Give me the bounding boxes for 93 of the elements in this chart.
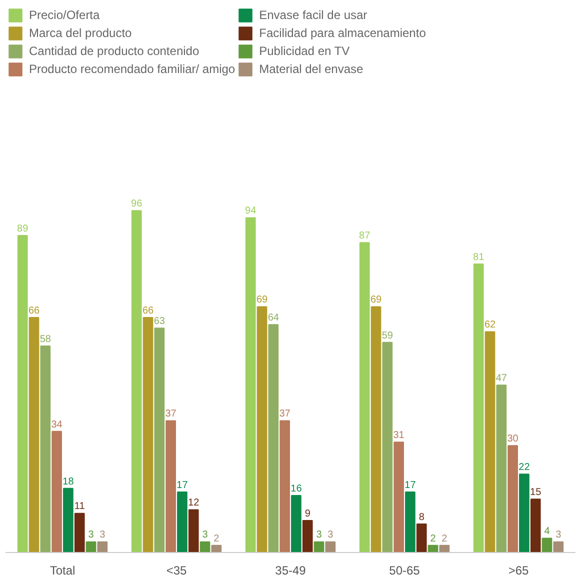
legend-label: Marca del producto — [29, 26, 132, 40]
bar — [154, 328, 165, 552]
bar — [97, 541, 108, 552]
bar — [211, 544, 222, 552]
bar — [177, 491, 188, 552]
bar — [473, 264, 484, 552]
data-label: 3 — [100, 530, 106, 541]
x-tick-label: <35 — [166, 564, 188, 578]
bar — [52, 430, 62, 552]
data-label: 3 — [88, 530, 94, 541]
bar — [256, 306, 268, 552]
bar — [280, 420, 290, 552]
bar — [553, 541, 564, 552]
bar — [405, 491, 416, 552]
data-label: 34 — [51, 419, 63, 430]
data-label: 66 — [142, 305, 154, 316]
bar — [74, 512, 85, 552]
x-tick-label: 35-49 — [275, 564, 306, 578]
bar — [17, 235, 28, 552]
data-label: 18 — [62, 476, 74, 488]
legend-label: Precio/Oferta — [29, 8, 100, 22]
data-label: 8 — [418, 512, 425, 523]
data-label: 94 — [245, 206, 257, 217]
bar — [166, 420, 176, 552]
data-label: 37 — [165, 408, 177, 420]
bar — [394, 442, 404, 552]
data-label: 2 — [430, 533, 436, 544]
data-label: 47 — [496, 373, 508, 384]
data-label: 16 — [290, 483, 302, 494]
bar — [484, 331, 496, 552]
data-label: 59 — [382, 330, 394, 342]
data-label: 3 — [328, 530, 334, 541]
data-label: 4 — [544, 526, 550, 538]
legend-label: Material del envase — [259, 62, 364, 76]
bar — [63, 488, 74, 552]
data-label: 17 — [176, 480, 188, 491]
bar — [302, 520, 313, 552]
data-label: 89 — [17, 223, 29, 234]
bar — [200, 541, 210, 552]
legend-label: Envase facil de usar — [259, 8, 368, 22]
data-label: 12 — [188, 498, 200, 509]
data-label: 3 — [202, 530, 208, 541]
bar — [496, 384, 507, 552]
data-label: 64 — [268, 312, 280, 324]
x-tick-label: Total — [50, 564, 76, 578]
bar — [542, 538, 552, 552]
data-label: 66 — [28, 305, 40, 316]
data-label: 87 — [359, 230, 371, 242]
data-label: 15 — [530, 486, 542, 498]
data-label: 58 — [40, 334, 52, 345]
data-label: 9 — [304, 508, 311, 520]
data-label: 2 — [214, 533, 220, 544]
bar — [28, 316, 40, 552]
bar — [245, 217, 256, 552]
data-label: 17 — [404, 480, 416, 491]
bar — [325, 541, 336, 552]
bar — [439, 544, 450, 552]
data-label: 3 — [556, 530, 562, 541]
bar — [428, 544, 438, 552]
bar — [142, 316, 154, 552]
data-label: 62 — [484, 320, 496, 331]
bar — [131, 210, 142, 552]
bar — [519, 474, 530, 552]
data-label: 22 — [518, 462, 530, 474]
data-label: 3 — [316, 530, 322, 541]
bar — [268, 324, 279, 552]
bar — [382, 342, 393, 552]
x-tick-label: 50-65 — [389, 564, 420, 578]
bar — [359, 242, 370, 552]
bar — [530, 498, 541, 552]
bar — [188, 509, 199, 552]
legend-label: Cantidad de producto contenido — [29, 44, 200, 58]
bar — [508, 445, 518, 552]
x-tick-label: >65 — [508, 564, 530, 578]
bar — [370, 306, 382, 552]
data-label: 69 — [370, 294, 382, 306]
data-label: 11 — [74, 501, 86, 512]
data-label: 31 — [393, 430, 405, 441]
bar — [86, 541, 96, 552]
bar — [416, 524, 427, 552]
bar — [314, 541, 324, 552]
data-label: 96 — [131, 198, 143, 210]
data-label: 81 — [473, 252, 485, 263]
data-label: 37 — [279, 408, 291, 420]
bar — [291, 495, 302, 552]
data-label: 69 — [256, 294, 268, 306]
legend-label: Publicidad en TV — [259, 44, 350, 58]
legend-label: Producto recomendado familiar/ amigo — [29, 62, 236, 76]
data-label: 63 — [154, 316, 166, 328]
data-label: 2 — [442, 533, 448, 544]
legend-label: Facilidad para almacenamiento — [259, 26, 426, 40]
bar — [40, 345, 51, 552]
data-label: 30 — [507, 434, 519, 445]
